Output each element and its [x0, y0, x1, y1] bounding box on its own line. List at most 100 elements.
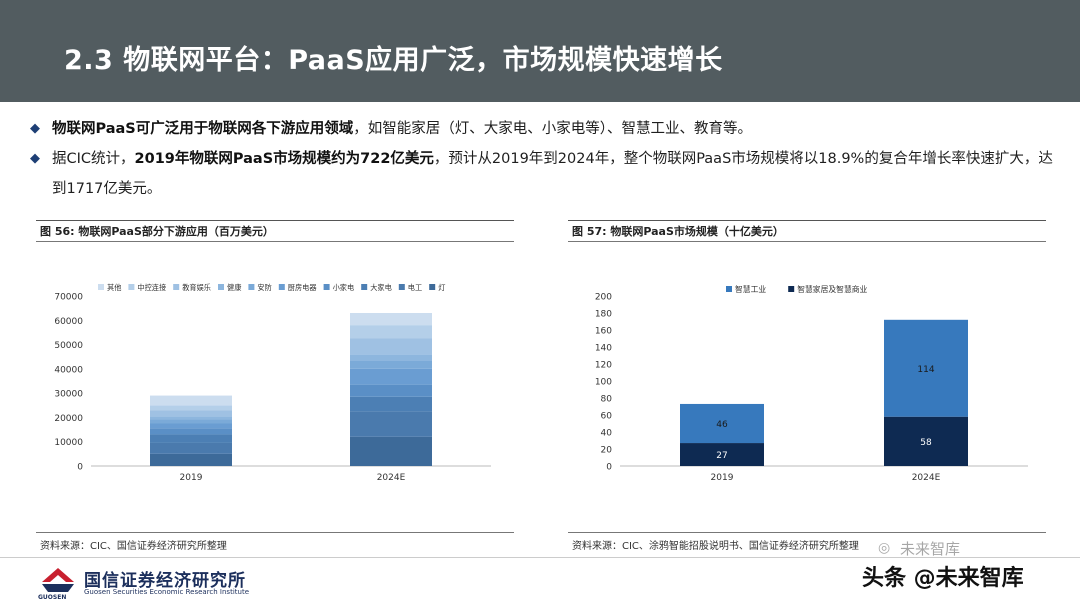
bar-segment	[350, 396, 432, 412]
x-tick-label: 2019	[711, 473, 734, 483]
bar-segment	[350, 436, 432, 466]
guosen-logo-icon	[42, 568, 74, 592]
bar-segment	[150, 423, 232, 429]
left-stacked-bar-chart: 0 10000 20000 30000 40000 50000 60000 70000 2019…	[54, 283, 491, 483]
bar-segment	[150, 410, 232, 417]
bar-segment	[150, 416, 232, 420]
bar-segment	[150, 428, 232, 435]
bullet-pre-text: 据CIC统计，	[52, 151, 135, 167]
right-stacked-bar-chart: 0 20 40 60 80 100 120 140 160 180 200 27 46 2019 58 114…	[595, 284, 1028, 483]
y-tick-label: 0	[77, 463, 83, 473]
y-tick-label: 140	[595, 344, 612, 354]
bullet-item: ◆ 物联网PaaS可广泛用于物联网各下游应用领域，如智能家居（灯、大家电、小家电…	[30, 114, 1060, 144]
bar-segment	[150, 395, 232, 406]
wechat-icon: ◎	[878, 540, 891, 556]
y-tick-label: 180	[595, 310, 612, 320]
legend-swatch	[323, 284, 330, 290]
watermark-faint: 未来智库	[900, 540, 961, 558]
y-tick-label: 100	[595, 378, 612, 388]
bullet-item: ◆ 据CIC统计，2019年物联网PaaS市场规模约为722亿美元，预计从201…	[30, 144, 1060, 204]
bullet-text: ，如智能家居（灯、大家电、小家电等）、智慧工业、教育等。	[353, 121, 752, 137]
legend-swatch	[218, 284, 224, 290]
y-tick-label: 50000	[54, 341, 83, 351]
company-name: 国信证券经济研究所	[84, 571, 246, 591]
diamond-bullet-icon: ◆	[30, 121, 40, 136]
bar-segment	[350, 354, 432, 361]
legend-swatch	[128, 284, 135, 290]
bar-segment	[350, 338, 432, 355]
y-tick-label: 160	[595, 327, 612, 337]
bar-segment	[150, 442, 232, 454]
y-tick-label: 40	[601, 429, 613, 439]
y-tick-label: 20000	[54, 414, 83, 424]
legend-label: 安防	[257, 283, 271, 292]
legend-label: 厨房电器	[288, 283, 317, 292]
bar-segment	[350, 368, 432, 385]
diamond-bullet-icon: ◆	[30, 151, 40, 166]
legend-swatch	[278, 284, 285, 290]
bar-segment	[350, 360, 432, 369]
bar-segment	[680, 403, 764, 444]
legend-swatch	[173, 284, 180, 290]
legend-swatch	[788, 286, 795, 292]
legend-label: 小家电	[333, 283, 355, 292]
bar-segment	[150, 405, 232, 411]
bar-segment	[350, 384, 432, 397]
data-label: 46	[716, 420, 728, 430]
y-tick-label: 10000	[54, 438, 83, 448]
legend-label: 其他	[107, 283, 121, 292]
legend-label: 灯	[438, 283, 445, 292]
y-tick-label: 40000	[54, 365, 83, 375]
right-chart-source: 资料来源：CIC、涂鸦智能招股说明书、国信证券经济研究所整理	[568, 532, 1046, 552]
bullet-list: ◆ 物联网PaaS可广泛用于物联网各下游应用领域，如智能家居（灯、大家电、小家电…	[30, 114, 1060, 204]
legend-swatch	[429, 284, 436, 290]
left-chart-caption: 图 56: 物联网PaaS部分下游应用（百万美元）	[36, 220, 514, 242]
bar-segment	[680, 443, 764, 466]
y-tick-label: 120	[595, 361, 612, 371]
y-tick-label: 80	[601, 395, 613, 405]
y-tick-label: 60	[601, 412, 613, 422]
x-tick-label: 2019	[180, 473, 203, 483]
right-chart-panel: 图 57: 物联网PaaS市场规模（十亿美元） 0 20 40 60 80 100 120 1…	[568, 220, 1046, 552]
page-title: 2.3 物联网平台：PaaS应用广泛，市场规模快速增长	[64, 45, 723, 76]
bar-segment	[350, 313, 432, 326]
bar-segment	[350, 411, 432, 437]
y-tick-label: 0	[606, 463, 612, 473]
footer-divider	[0, 557, 1080, 558]
y-tick-label: 20	[601, 446, 613, 456]
legend-label: 中控连接	[137, 283, 166, 292]
legend-label: 大家电	[370, 283, 392, 292]
legend-label: 智慧家居及智慧商业	[797, 284, 867, 294]
legend-swatch	[398, 284, 405, 290]
legend-label: 智慧工业	[735, 284, 766, 294]
bar-segment	[150, 453, 232, 466]
x-tick-label: 2024E	[377, 473, 406, 483]
x-tick-label: 2024E	[912, 473, 941, 483]
company-logo: 国信证券经济研究所 Guosen Securities Economic Res…	[38, 562, 298, 602]
y-tick-label: 60000	[54, 317, 83, 327]
bar-segment	[350, 325, 432, 339]
data-label: 27	[716, 451, 727, 461]
y-tick-label: 70000	[54, 293, 83, 303]
left-chart-source: 资料来源：CIC、国信证券经济研究所整理	[36, 532, 514, 552]
bar-segment	[150, 434, 232, 443]
left-chart-panel: 图 56: 物联网PaaS部分下游应用（百万美元） 0 10000 20000 300…	[36, 220, 514, 552]
legend-label: 健康	[227, 283, 241, 292]
bar-segment	[884, 416, 968, 466]
y-tick-label: 200	[595, 293, 612, 303]
legend-label: 电工	[408, 283, 422, 292]
bar-segment	[884, 319, 968, 417]
company-name-en: Guosen Securities Economic Research Inst…	[84, 588, 249, 596]
legend-swatch	[98, 284, 104, 290]
legend-label: 教育娱乐	[182, 283, 211, 292]
legend-swatch	[248, 284, 255, 290]
legend-swatch	[726, 286, 732, 292]
bullet-text: ，预计从2019年到2024年，整个物联网PaaS市场规模将以18.9%的复合年…	[52, 151, 1053, 197]
right-chart-caption: 图 57: 物联网PaaS市场规模（十亿美元）	[568, 220, 1046, 242]
logo-text: GUOSEN	[38, 594, 67, 601]
watermark-text: 头条 @未来智库	[862, 566, 1024, 591]
bullet-bold-text: 物联网PaaS可广泛用于物联网各下游应用领域	[52, 121, 354, 137]
legend-swatch	[361, 284, 368, 290]
data-label: 58	[920, 438, 932, 448]
data-label: 114	[917, 365, 934, 375]
